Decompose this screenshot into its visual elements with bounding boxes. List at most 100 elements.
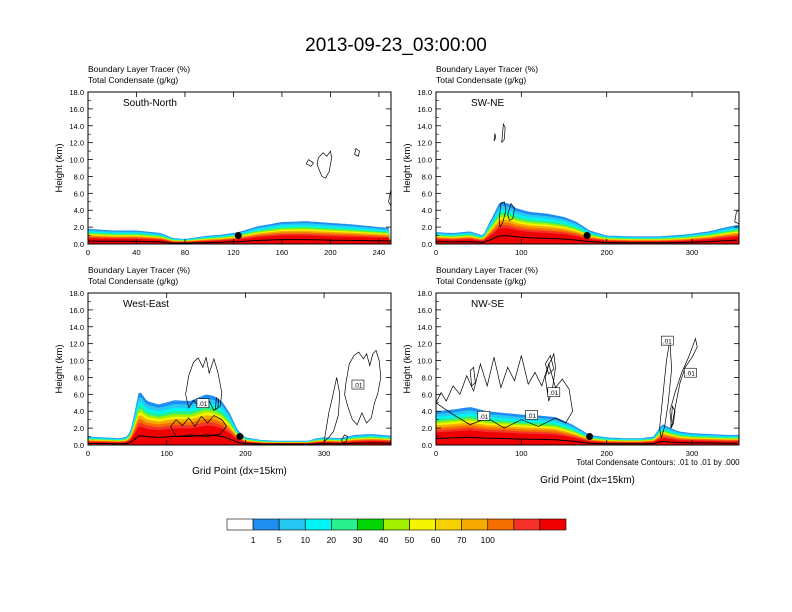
x-tick-label: 200 <box>239 449 252 458</box>
location-marker <box>234 232 242 240</box>
contour-label-text: .01 <box>549 390 558 397</box>
condensate-contour-0 <box>436 355 573 429</box>
panel-subtitle-condensate: Total Condensate (g/kg) <box>88 276 178 286</box>
y-tick-label: 8.0 <box>74 373 84 382</box>
x-tick-label: 0 <box>434 248 438 257</box>
condensate-contour-3 <box>544 352 556 402</box>
x-tick-label: 0 <box>434 449 438 458</box>
colorbar-label: 100 <box>481 535 495 545</box>
colorbar-swatch <box>357 518 384 531</box>
condensate-contour-2 <box>544 354 555 375</box>
contour-footnote: Total Condensate Contours: .01 to .01 by… <box>576 458 740 467</box>
x-tick-label: 160 <box>276 248 289 257</box>
y-tick-label: 12.0 <box>417 340 432 349</box>
colorbar-swatch <box>304 518 332 531</box>
contour-label-box <box>525 410 538 420</box>
plot-frame <box>87 91 392 245</box>
contour-label: .01 <box>196 398 210 408</box>
panel-nw-se: Boundary Layer Tracer (%) Total Condensat… <box>402 265 740 486</box>
contour-label-box <box>547 387 561 397</box>
plot-area <box>436 122 739 244</box>
y-tick-label: 0.0 <box>422 240 432 249</box>
y-axis-label: Height (km) <box>54 344 65 393</box>
terrain-line <box>436 436 737 445</box>
colorbar-label: 1 <box>251 535 256 545</box>
plot-area: .01 .01 .01 .01 .01 <box>436 335 739 445</box>
y-tick-label: 12.0 <box>417 139 432 148</box>
panel-south-north: Boundary Layer Tracer (%)Total Condensat… <box>54 64 392 257</box>
contour-label-box <box>196 398 210 408</box>
y-tick-label: 10.0 <box>69 357 84 366</box>
y-tick-label: 4.0 <box>74 206 84 215</box>
colorbar-swatch <box>331 518 358 531</box>
colorbar-swatch <box>252 518 280 531</box>
y-tick-label: 4.0 <box>422 206 432 215</box>
x-tick-label: 0 <box>86 248 90 257</box>
plot-frame <box>435 91 740 245</box>
contour-label-text: .01 <box>479 414 488 421</box>
x-tick-label: 100 <box>515 248 528 257</box>
colorbar-swatch <box>435 518 462 531</box>
contour-label-text: .01 <box>353 383 362 390</box>
x-tick-label: 200 <box>324 248 337 257</box>
plot-area: .01 .01 <box>88 349 391 445</box>
colorbar-label: 50 <box>405 535 415 545</box>
contour-label: .01 <box>477 410 491 421</box>
panel-title: South-North <box>123 98 177 109</box>
x-tick-label: 40 <box>132 248 140 257</box>
panel-subtitle-condensate: Total Condensate (g/kg) <box>436 75 526 85</box>
y-tick-label: 4.0 <box>422 407 432 416</box>
y-tick-label: 0.0 <box>422 441 432 450</box>
panel-subtitle-tracer: Boundary Layer Tracer (%) <box>88 265 190 275</box>
y-tick-label: 14.0 <box>417 323 432 332</box>
y-tick-label: 16.0 <box>417 306 432 315</box>
panel-subtitle-tracer: Boundary Layer Tracer (%) <box>436 265 538 275</box>
tracer-band-9 <box>436 228 739 244</box>
condensate-contour-5 <box>669 337 698 429</box>
colorbar-swatch <box>539 518 567 531</box>
y-tick-label: 12.0 <box>69 340 84 349</box>
y-axis-label: Height (km) <box>402 143 413 192</box>
condensate-contour-2 <box>493 133 497 142</box>
y-tick-label: 18.0 <box>69 289 84 298</box>
colorbar-swatch <box>461 518 489 531</box>
condensate-contour-0 <box>498 201 507 229</box>
contour-label-box <box>684 367 697 378</box>
colorbar-label: 20 <box>327 535 337 545</box>
y-tick-label: 2.0 <box>74 223 84 232</box>
condensate-contour-1 <box>316 150 332 179</box>
condensate-contour-4 <box>734 209 739 225</box>
y-tick-label: 0.0 <box>74 441 84 450</box>
y-tick-label: 18.0 <box>69 88 84 97</box>
panel-west-east: Boundary Layer Tracer (%)Total Condensat… <box>54 265 392 477</box>
condensate-contour-5 <box>341 434 349 443</box>
condensate-contour-3 <box>323 377 341 442</box>
x-tick-label: 300 <box>686 449 699 458</box>
condensate-contour-1 <box>507 202 515 221</box>
contour-label: .01 <box>547 387 561 397</box>
contour-label-text: .01 <box>198 401 207 408</box>
panel-subtitle-condensate: Total Condensate (g/kg) <box>88 75 178 85</box>
colorbar-swatch <box>409 518 436 531</box>
location-marker <box>586 433 594 441</box>
panel-title: NW-SE <box>471 299 504 310</box>
terrain-line <box>88 434 391 445</box>
panel-title: West-East <box>123 299 169 310</box>
colorbar-swatch <box>513 518 541 531</box>
panel-title: SW-NE <box>471 98 504 109</box>
y-tick-label: 6.0 <box>74 189 84 198</box>
colorbar-label: 70 <box>457 535 467 545</box>
condensate-contour-4 <box>344 349 382 426</box>
y-tick-label: 6.0 <box>422 390 432 399</box>
contour-label: .01 <box>351 379 365 390</box>
x-tick-label: 300 <box>318 449 331 458</box>
colorbar: 1 5 10 20 30 40 50 60 70 100 <box>226 518 567 545</box>
x-tick-label: 0 <box>86 449 90 458</box>
y-axis-label: Height (km) <box>54 143 65 192</box>
y-tick-label: 2.0 <box>74 424 84 433</box>
contour-label-text: .01 <box>527 413 536 420</box>
condensate-contour-4 <box>659 339 672 439</box>
contour-label: .01 <box>661 335 674 346</box>
colorbar-swatch <box>383 518 410 531</box>
